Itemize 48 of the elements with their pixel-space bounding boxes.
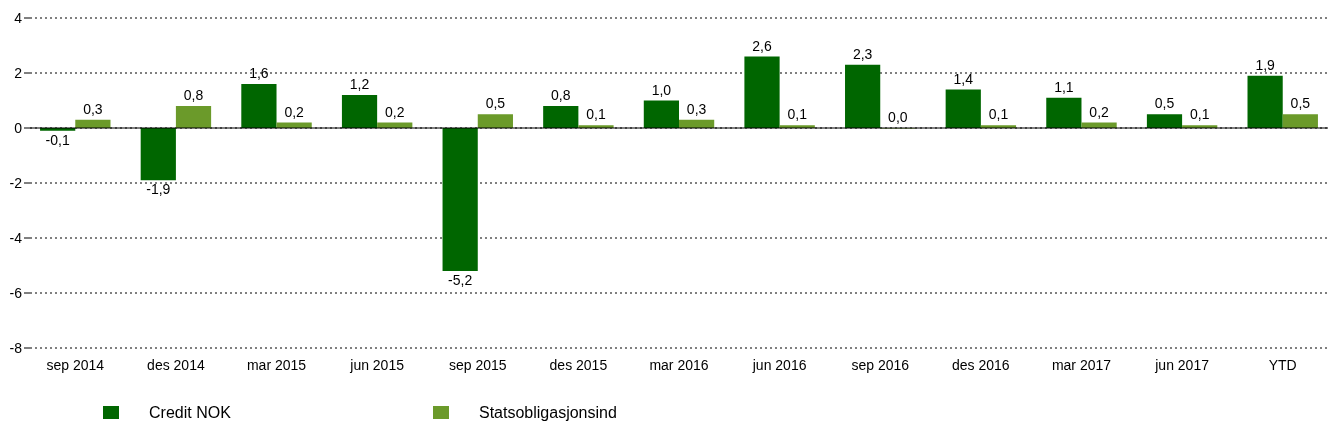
data-label: 0,1	[988, 106, 1009, 123]
data-label: 0,3	[83, 100, 103, 117]
x-tick-label: jun 2016	[751, 357, 807, 373]
data-label: 0,1	[1189, 106, 1210, 123]
data-label: 0,1	[586, 106, 606, 123]
data-label: 0,2	[385, 103, 405, 120]
data-label: 0,5	[1154, 95, 1175, 112]
y-tick-label: -2	[9, 175, 23, 191]
data-label: 1,1	[1054, 78, 1074, 95]
data-label: 0,2	[284, 103, 305, 120]
x-tick-label: mar 2015	[246, 357, 307, 373]
x-tick-label: jun 2017	[1154, 357, 1210, 373]
x-tick-label: sep 2016	[851, 357, 910, 373]
data-label: 0,8	[183, 87, 204, 103]
x-tick-label: des 2016	[952, 357, 1010, 373]
x-tick-label: mar 2017	[1051, 357, 1112, 373]
data-label: -0,1	[45, 131, 70, 148]
y-tick-label: -4	[9, 230, 23, 246]
y-tick-label: -8	[9, 340, 23, 356]
x-tick-label: mar 2016	[649, 357, 709, 373]
x-tick-label: YTD	[1268, 357, 1297, 373]
data-label: 1,4	[953, 70, 974, 87]
x-tick-label: jun 2015	[349, 357, 405, 373]
x-tick-label: sep 2015	[448, 357, 507, 373]
data-label: 1,0	[651, 81, 672, 98]
y-tick-label: 0	[14, 120, 23, 136]
data-label: 0,5	[1290, 95, 1311, 112]
legend-label: Credit NOK	[149, 404, 232, 421]
legend-label: Statsobligasjonsind	[479, 404, 617, 421]
data-label: 1,6	[249, 65, 269, 81]
data-label: 0,2	[1089, 103, 1110, 120]
x-tick-label: des 2015	[549, 357, 608, 373]
data-label: 0,0	[888, 109, 908, 125]
data-label: 0,5	[485, 95, 506, 112]
data-label: 0,3	[686, 100, 707, 117]
y-tick-label: 4	[14, 10, 23, 26]
data-label: -5,2	[448, 272, 473, 288]
data-label: 0,1	[787, 106, 808, 123]
data-label: 2,6	[752, 37, 772, 54]
data-label: 0,8	[551, 87, 571, 103]
data-label: -1,9	[146, 181, 171, 198]
y-tick-label: -6	[9, 285, 23, 301]
y-tick-label: 2	[14, 65, 23, 81]
data-label: 1,9	[1255, 56, 1276, 73]
x-tick-label: des 2014	[147, 357, 205, 373]
x-tick-label: sep 2014	[46, 357, 105, 373]
data-label: 2,3	[852, 45, 873, 62]
data-label: 1,2	[349, 76, 370, 92]
